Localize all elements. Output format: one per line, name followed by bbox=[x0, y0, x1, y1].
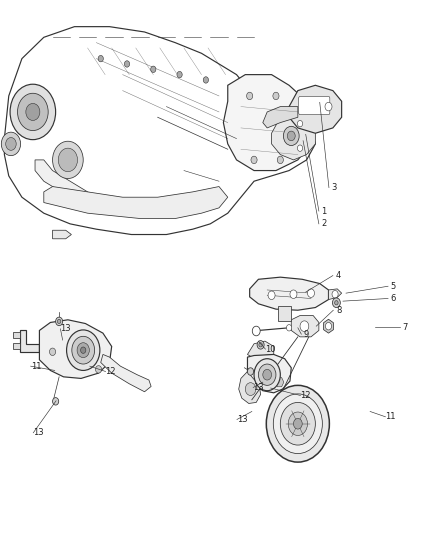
Text: 6: 6 bbox=[391, 294, 396, 303]
Circle shape bbox=[98, 55, 103, 62]
Polygon shape bbox=[263, 107, 298, 128]
Circle shape bbox=[273, 92, 279, 100]
Circle shape bbox=[286, 325, 292, 331]
Circle shape bbox=[18, 93, 48, 131]
Text: 10: 10 bbox=[265, 345, 276, 353]
Circle shape bbox=[26, 103, 40, 120]
Circle shape bbox=[332, 298, 340, 308]
Text: 13: 13 bbox=[60, 325, 71, 333]
Polygon shape bbox=[278, 306, 291, 321]
Circle shape bbox=[335, 301, 338, 305]
Text: 11: 11 bbox=[31, 362, 41, 370]
Circle shape bbox=[247, 368, 254, 375]
Polygon shape bbox=[250, 277, 328, 310]
Circle shape bbox=[67, 330, 100, 370]
Circle shape bbox=[288, 412, 307, 435]
Polygon shape bbox=[39, 320, 112, 378]
Text: 12: 12 bbox=[300, 391, 311, 400]
Circle shape bbox=[53, 141, 83, 179]
Polygon shape bbox=[223, 75, 315, 171]
Text: 1: 1 bbox=[321, 207, 327, 215]
Circle shape bbox=[254, 359, 280, 391]
Circle shape bbox=[325, 102, 332, 111]
Circle shape bbox=[77, 343, 89, 358]
Text: 11: 11 bbox=[385, 413, 396, 421]
Circle shape bbox=[6, 138, 16, 150]
Circle shape bbox=[57, 319, 61, 324]
Circle shape bbox=[263, 369, 272, 380]
Circle shape bbox=[72, 336, 95, 364]
Polygon shape bbox=[53, 230, 71, 239]
Polygon shape bbox=[4, 27, 315, 235]
Circle shape bbox=[151, 66, 156, 72]
Circle shape bbox=[283, 126, 299, 146]
Circle shape bbox=[287, 131, 295, 141]
Text: 13: 13 bbox=[237, 415, 247, 424]
Circle shape bbox=[124, 61, 130, 67]
Text: 13: 13 bbox=[253, 383, 264, 392]
Polygon shape bbox=[272, 112, 315, 160]
Circle shape bbox=[273, 394, 322, 454]
Circle shape bbox=[293, 418, 302, 429]
Circle shape bbox=[325, 322, 332, 330]
Text: 2: 2 bbox=[321, 220, 327, 228]
Polygon shape bbox=[247, 354, 291, 393]
Circle shape bbox=[81, 347, 86, 353]
Circle shape bbox=[259, 343, 262, 347]
Circle shape bbox=[268, 291, 275, 300]
Text: 8: 8 bbox=[336, 306, 341, 314]
Circle shape bbox=[277, 156, 283, 164]
Text: 13: 13 bbox=[33, 429, 44, 437]
Circle shape bbox=[297, 120, 303, 127]
Polygon shape bbox=[324, 319, 333, 333]
Circle shape bbox=[58, 148, 78, 172]
Circle shape bbox=[95, 366, 102, 373]
Circle shape bbox=[247, 92, 253, 100]
Text: 5: 5 bbox=[391, 282, 396, 290]
FancyBboxPatch shape bbox=[299, 96, 330, 115]
Circle shape bbox=[251, 156, 257, 164]
Polygon shape bbox=[20, 330, 39, 352]
Polygon shape bbox=[101, 354, 151, 392]
Circle shape bbox=[257, 341, 264, 349]
Polygon shape bbox=[239, 372, 261, 403]
Text: 12: 12 bbox=[106, 367, 116, 376]
Circle shape bbox=[290, 290, 297, 298]
Circle shape bbox=[300, 321, 309, 332]
Polygon shape bbox=[275, 377, 284, 387]
Polygon shape bbox=[35, 160, 131, 213]
Polygon shape bbox=[13, 343, 20, 349]
Circle shape bbox=[1, 132, 21, 156]
Polygon shape bbox=[44, 187, 228, 219]
Circle shape bbox=[10, 84, 56, 140]
Circle shape bbox=[258, 364, 276, 385]
Circle shape bbox=[332, 290, 338, 298]
Polygon shape bbox=[289, 85, 342, 133]
Circle shape bbox=[307, 289, 314, 297]
Circle shape bbox=[49, 348, 56, 356]
Polygon shape bbox=[291, 316, 319, 337]
Circle shape bbox=[56, 317, 63, 326]
Text: 4: 4 bbox=[336, 271, 341, 280]
Circle shape bbox=[53, 398, 59, 405]
Circle shape bbox=[177, 71, 182, 78]
Circle shape bbox=[245, 383, 256, 395]
Circle shape bbox=[280, 402, 315, 445]
Polygon shape bbox=[328, 289, 342, 300]
Circle shape bbox=[297, 145, 303, 151]
Text: 3: 3 bbox=[332, 183, 337, 192]
Polygon shape bbox=[247, 341, 274, 357]
Circle shape bbox=[252, 326, 260, 336]
Circle shape bbox=[266, 385, 329, 462]
Text: 7: 7 bbox=[403, 323, 408, 332]
Polygon shape bbox=[13, 332, 20, 338]
Text: 9: 9 bbox=[304, 330, 309, 338]
Circle shape bbox=[203, 77, 208, 83]
